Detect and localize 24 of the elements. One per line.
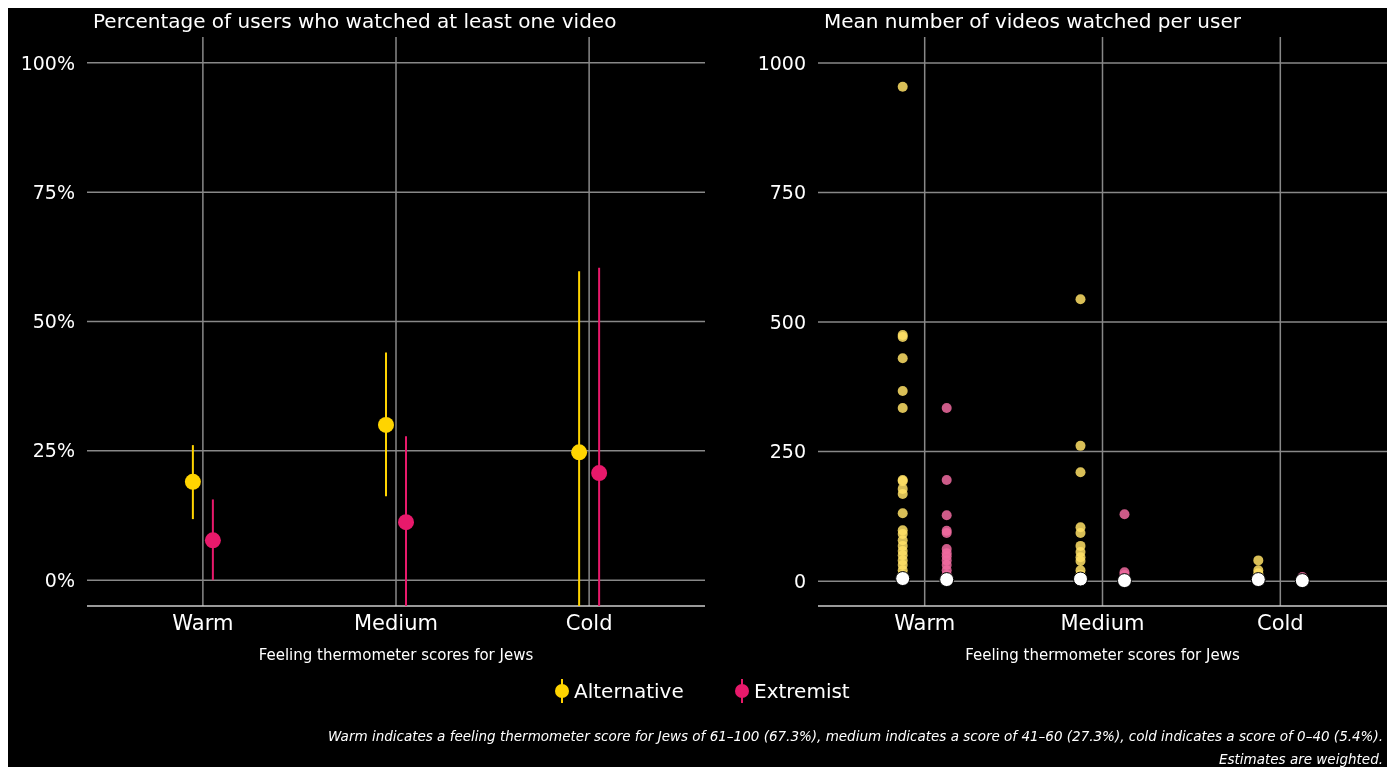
y-tick-label: 50% — [32, 310, 75, 333]
y-tick-label: 500 — [769, 310, 806, 333]
legend-label: Extremist — [754, 679, 850, 703]
x-tick-label: Cold — [565, 611, 613, 635]
y-tick-label: 1000 — [757, 51, 806, 74]
y-tick-label: 25% — [32, 439, 75, 462]
y-tick-label: 0% — [44, 568, 75, 591]
y-tick-label: 75% — [32, 180, 75, 203]
text: Estimates are weighted. — [1218, 751, 1383, 767]
x-tick-label: Warm — [172, 611, 234, 635]
x-tick-label: Cold — [1256, 611, 1304, 635]
x-tick-label: Medium — [354, 611, 438, 635]
chart-title: Percentage of users who watched at least one video — [93, 9, 617, 33]
text: Warm indicates a feeling thermometer score for Jews of 61–100 (67.3%), medium indicates a score of 41–60 (27.3%), cold indicates a score of 0–40 (5.4%). — [328, 728, 1383, 744]
legend-label: Alternative — [574, 679, 684, 703]
x-tick-label: Warm — [894, 611, 956, 635]
x-tick-label: Medium — [1060, 611, 1145, 635]
y-tick-label: 0 — [793, 569, 806, 592]
x-axis-title: Feeling thermometer scores for Jews — [258, 646, 534, 664]
y-tick-label: 100% — [20, 51, 75, 74]
x-axis-title: Feeling thermometer scores for Jews — [965, 646, 1240, 664]
y-tick-label: 750 — [769, 181, 806, 204]
y-tick-label: 250 — [769, 440, 806, 463]
chart-title: Mean number of videos watched per user — [824, 9, 1242, 33]
